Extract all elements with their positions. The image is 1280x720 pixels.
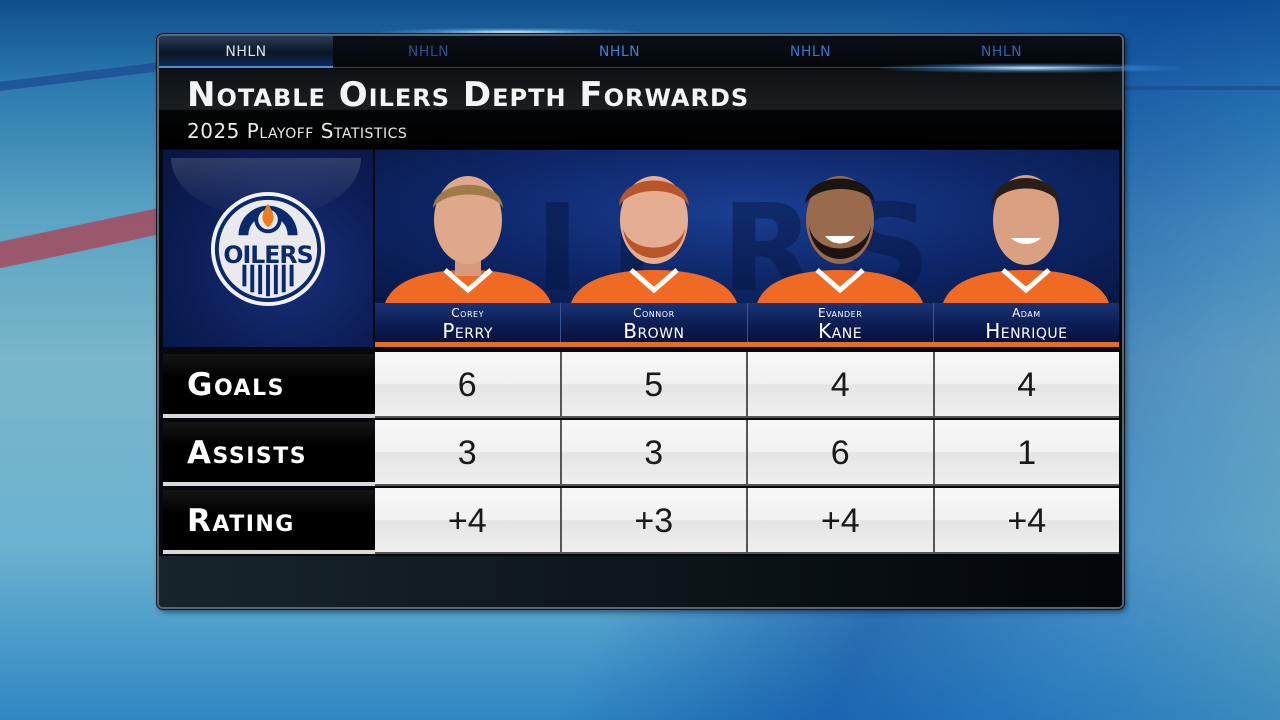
player-first-name: Corey [451,306,484,320]
rink-blue-line [0,59,180,94]
player-last-name: Perry [442,319,493,343]
player-headshot-brown [571,176,737,303]
light-flare [380,28,640,36]
row-label-goals: Goals [163,354,375,418]
table-cell: +4 [748,488,935,554]
player-nameplate: Connor Brown [561,303,748,343]
player-first-name: Connor [633,306,675,320]
table-cell: 3 [561,420,748,486]
network-tab: NHLN [159,36,333,68]
stats-graphic-panel: NHLN NHLN NHLN NHLN NHLN Notable Oilers … [157,34,1124,609]
table-cell: 4 [748,352,935,418]
row-label-assists: Assists [163,422,375,486]
table-cell: +4 [934,488,1119,554]
player-first-name: Evander [817,306,863,320]
network-tab: NHLN [980,44,1023,60]
table-row: Assists 3 3 6 1 [163,420,1119,488]
table-cell: +3 [561,488,748,554]
rink-line [1120,86,1280,90]
team-logo-panel: OILERS [163,150,373,347]
table-cell: 4 [934,352,1119,418]
network-tab: NHLN [598,44,641,60]
player-last-name: Henrique [985,319,1068,343]
player-headshot-henrique [943,175,1109,303]
light-flare [880,63,1180,73]
table-cell: 3 [375,420,562,486]
network-tab-bar: NHLN NHLN NHLN NHLN NHLN [159,36,1122,68]
table-cell: 6 [748,420,935,486]
player-last-name: Kane [818,319,863,343]
row-label-rating: Rating [163,490,375,554]
player-nameplates: Corey Perry Connor Brown Evander Kane Ad… [375,303,1119,347]
oilers-logo-icon: OILERS [210,191,326,307]
player-first-name: Adam [1012,306,1041,320]
player-nameplate: Corey Perry [375,303,562,343]
table-cell: +4 [375,488,562,554]
svg-text:OILERS: OILERS [223,241,312,269]
player-nameplate: Evander Kane [747,303,934,343]
rink-red-line [0,204,181,272]
table-row: Goals 6 5 4 4 [163,352,1119,420]
player-headshot-kane [757,176,923,303]
player-headshot-perry [385,176,551,303]
table-row: Rating +4 +3 +4 +4 [163,488,1119,556]
table-cell: 1 [934,420,1119,486]
network-tab: NHLN [407,44,450,60]
player-last-name: Brown [623,319,685,343]
network-tab: NHLN [789,44,832,60]
panel-footer [159,556,1122,607]
page-title: Notable Oilers Depth Forwards [187,75,750,115]
table-cell: 5 [561,352,748,418]
player-photos-strip: IERS [375,150,1119,303]
player-nameplate: Adam Henrique [933,303,1119,343]
title-bar: Notable Oilers Depth Forwards 2025 Playo… [159,69,1122,149]
table-cell: 6 [375,352,562,418]
page-subtitle: 2025 Playoff Statistics [187,119,408,143]
stats-table: Goals 6 5 4 4 Assists 3 3 6 1 Rating +4 … [163,352,1119,556]
